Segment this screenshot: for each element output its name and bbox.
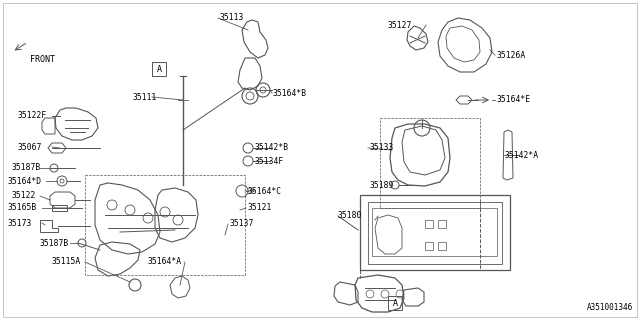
Text: 35133: 35133 xyxy=(370,143,394,153)
Text: A: A xyxy=(157,65,161,74)
Text: 35164*E: 35164*E xyxy=(497,95,531,105)
Bar xyxy=(438,242,446,250)
Text: 35126A: 35126A xyxy=(497,51,526,60)
Text: 35142*B: 35142*B xyxy=(255,143,289,153)
Text: 35115A: 35115A xyxy=(52,258,81,267)
Bar xyxy=(388,296,402,310)
Text: 35189: 35189 xyxy=(370,180,394,189)
Text: 35165B: 35165B xyxy=(8,204,37,212)
Bar xyxy=(360,195,510,270)
Bar xyxy=(372,208,497,256)
Text: FRONT: FRONT xyxy=(30,55,55,64)
Text: 35164*A: 35164*A xyxy=(148,258,182,267)
Bar xyxy=(52,205,67,211)
Text: 35122F: 35122F xyxy=(18,111,47,121)
Bar xyxy=(425,242,433,250)
Text: 35137: 35137 xyxy=(230,220,254,228)
Bar xyxy=(425,220,433,228)
Text: 35127: 35127 xyxy=(388,20,412,29)
Text: 35113: 35113 xyxy=(220,13,244,22)
Text: 35111: 35111 xyxy=(133,92,157,101)
Text: A351001346: A351001346 xyxy=(587,303,633,312)
Text: 35142*A: 35142*A xyxy=(505,150,539,159)
Bar xyxy=(380,118,480,208)
Bar xyxy=(368,202,502,264)
Text: 35067: 35067 xyxy=(18,142,42,151)
Text: 35122: 35122 xyxy=(12,191,36,201)
Text: A: A xyxy=(392,299,397,308)
Text: 35180: 35180 xyxy=(338,212,362,220)
Bar xyxy=(438,220,446,228)
Text: 35187B: 35187B xyxy=(40,238,69,247)
Text: 35173: 35173 xyxy=(8,219,33,228)
Text: 35164*B: 35164*B xyxy=(273,89,307,98)
Bar xyxy=(85,175,245,275)
Text: 35164*D: 35164*D xyxy=(8,177,42,186)
Text: 35121: 35121 xyxy=(248,204,273,212)
Text: 35164*C: 35164*C xyxy=(248,187,282,196)
Text: 35187B: 35187B xyxy=(12,164,41,172)
Text: 35134F: 35134F xyxy=(255,156,284,165)
Bar xyxy=(152,62,166,76)
